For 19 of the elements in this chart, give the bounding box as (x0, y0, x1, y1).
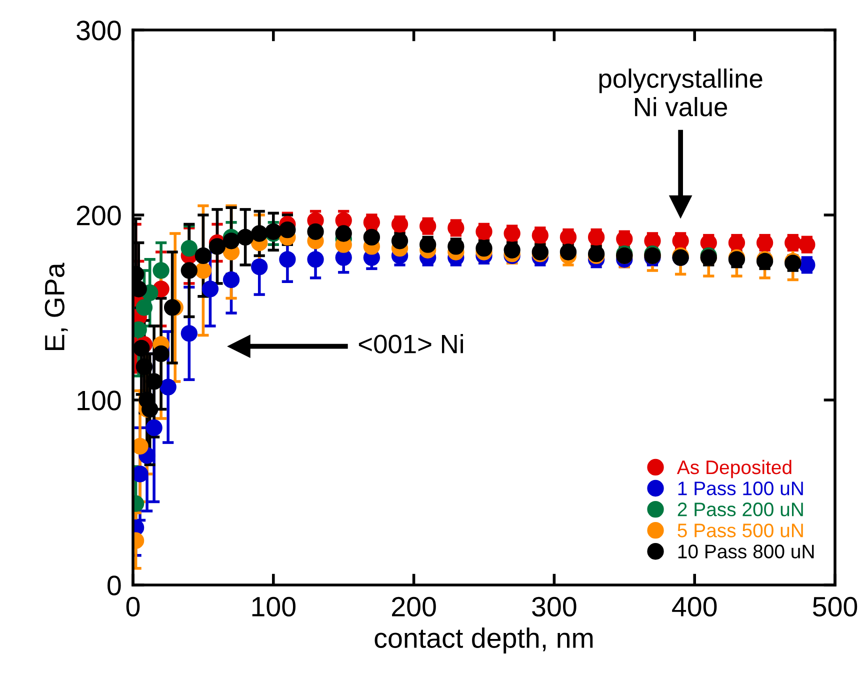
y-tick-label: 0 (108, 576, 121, 596)
legend-label: 2 Pass 200 uN (678, 502, 803, 516)
annotation: <001> Ni (358, 334, 463, 354)
legend-label: 5 Pass 500 uN (678, 524, 803, 538)
x-tick-label: 500 (812, 596, 858, 617)
x-tick-label: 0 (126, 596, 140, 617)
x-tick-label: 100 (252, 596, 296, 617)
annotation: polycrystalline Ni value (599, 68, 762, 116)
y-tick-label: 200 (76, 206, 121, 226)
y-axis-title: E, GPa (44, 262, 68, 350)
x-tick-label: 300 (532, 596, 576, 617)
x-axis-title: contact depth, nm (374, 628, 593, 654)
y-tick-label: 100 (78, 390, 121, 410)
legend-label: As Deposited (676, 460, 792, 478)
x-tick-label: 400 (672, 596, 717, 617)
legend-label: 1 Pass 100 uN (678, 481, 803, 496)
y-tick-label: 300 (76, 20, 121, 40)
x-tick-label: 200 (392, 596, 436, 617)
legend-label: 10 Pass 800 uN (678, 544, 814, 558)
